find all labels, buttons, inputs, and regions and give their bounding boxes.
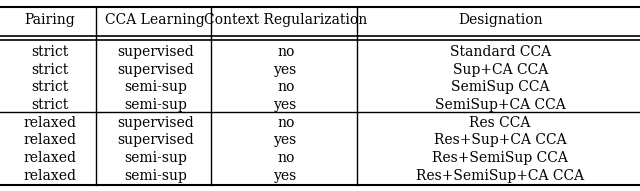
Text: semi-sup: semi-sup — [124, 80, 187, 94]
Text: supervised: supervised — [117, 63, 193, 77]
Text: no: no — [277, 151, 294, 165]
Text: Standard CCA: Standard CCA — [449, 45, 551, 59]
Text: strict: strict — [31, 80, 68, 94]
Text: CCA Learning: CCA Learning — [106, 13, 205, 27]
Text: no: no — [277, 80, 294, 94]
Text: supervised: supervised — [117, 45, 193, 59]
Text: yes: yes — [274, 169, 298, 183]
Text: strict: strict — [31, 63, 68, 77]
Text: relaxed: relaxed — [23, 151, 76, 165]
Text: Sup+CA CCA: Sup+CA CCA — [452, 63, 548, 77]
Text: semi-sup: semi-sup — [124, 98, 187, 112]
Text: no: no — [277, 45, 294, 59]
Text: relaxed: relaxed — [23, 169, 76, 183]
Text: Res CCA: Res CCA — [470, 116, 531, 130]
Text: Res+Sup+CA CCA: Res+Sup+CA CCA — [434, 133, 566, 147]
Text: Designation: Designation — [458, 13, 543, 27]
Text: Context Regularization: Context Regularization — [204, 13, 367, 27]
Text: supervised: supervised — [117, 116, 193, 130]
Text: strict: strict — [31, 98, 68, 112]
Text: supervised: supervised — [117, 133, 193, 147]
Text: yes: yes — [274, 98, 298, 112]
Text: SemiSup+CA CCA: SemiSup+CA CCA — [435, 98, 566, 112]
Text: semi-sup: semi-sup — [124, 169, 187, 183]
Text: strict: strict — [31, 45, 68, 59]
Text: relaxed: relaxed — [23, 133, 76, 147]
Text: yes: yes — [274, 133, 298, 147]
Text: Pairing: Pairing — [24, 13, 75, 27]
Text: relaxed: relaxed — [23, 116, 76, 130]
Text: no: no — [277, 116, 294, 130]
Text: semi-sup: semi-sup — [124, 151, 187, 165]
Text: SemiSup CCA: SemiSup CCA — [451, 80, 549, 94]
Text: Res+SemiSup CCA: Res+SemiSup CCA — [432, 151, 568, 165]
Text: yes: yes — [274, 63, 298, 77]
Text: Res+SemiSup+CA CCA: Res+SemiSup+CA CCA — [416, 169, 584, 183]
